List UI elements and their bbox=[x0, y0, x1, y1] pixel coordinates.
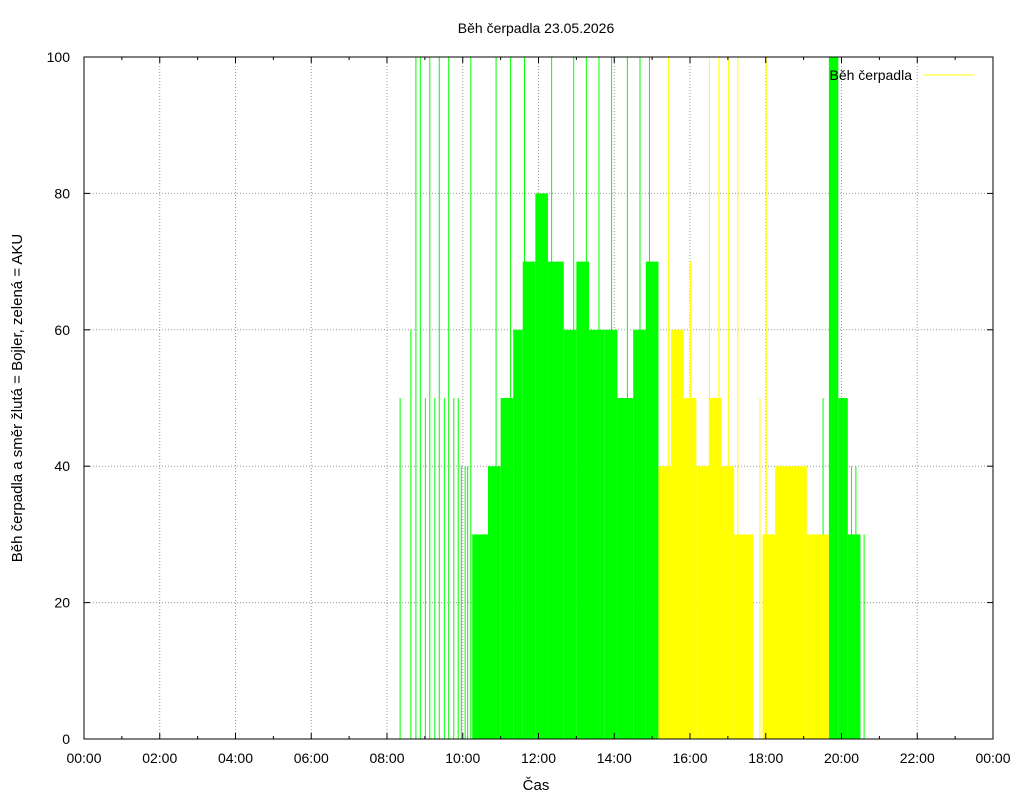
data-bars bbox=[399, 57, 865, 739]
bar-bojler bbox=[658, 466, 672, 739]
bar-aku bbox=[547, 261, 564, 739]
bar-aku bbox=[589, 329, 605, 739]
bar-aku bbox=[513, 329, 523, 739]
bar-aku bbox=[535, 193, 548, 739]
bar-aku bbox=[828, 57, 839, 739]
bar-aku bbox=[563, 329, 577, 739]
bar-aku bbox=[522, 261, 536, 739]
y-tick-label: 20 bbox=[54, 595, 70, 611]
x-axis-label: Čas bbox=[523, 777, 550, 794]
x-tick-label: 12:00 bbox=[521, 750, 556, 766]
bar-aku bbox=[645, 261, 659, 739]
y-axis-label: Běh čerpadla a směr žlutá = Bojler, zele… bbox=[9, 234, 26, 563]
y-tick-label: 0 bbox=[62, 731, 70, 747]
y-tick-label: 100 bbox=[47, 49, 71, 65]
bar-bojler bbox=[775, 466, 807, 739]
y-tick-label: 40 bbox=[54, 458, 70, 474]
bar-bojler bbox=[734, 534, 754, 739]
x-tick-label: 10:00 bbox=[445, 750, 480, 766]
x-tick-label: 04:00 bbox=[218, 750, 253, 766]
y-tick-labels: 0 20 40 60 80 100 bbox=[47, 49, 71, 747]
x-tick-label: 00:00 bbox=[975, 750, 1010, 766]
legend-label: Běh čerpadla bbox=[829, 67, 912, 83]
bar-aku bbox=[500, 398, 514, 739]
bar-aku bbox=[472, 534, 488, 739]
x-tick-label: 20:00 bbox=[824, 750, 859, 766]
bar-aku bbox=[488, 466, 501, 739]
bar-bojler bbox=[806, 534, 829, 739]
bar-bojler bbox=[762, 534, 776, 739]
bar-aku bbox=[617, 398, 634, 739]
bar-aku bbox=[576, 261, 589, 739]
x-tick-labels: 00:00 02:00 04:00 06:00 08:00 10:00 12:00 14:00… bbox=[66, 750, 1010, 766]
bar-bojler bbox=[671, 329, 684, 739]
x-tick-label: 16:00 bbox=[672, 750, 707, 766]
y-tick-label: 60 bbox=[54, 322, 70, 338]
x-tick-label: 14:00 bbox=[597, 750, 632, 766]
bar-aku bbox=[838, 398, 848, 739]
chart-title: Běh čerpadla 23.05.2026 bbox=[458, 20, 615, 36]
x-tick-label: 18:00 bbox=[748, 750, 783, 766]
tick-marks bbox=[83, 56, 994, 740]
legend: Běh čerpadla bbox=[829, 67, 974, 83]
x-tick-label: 00:00 bbox=[66, 750, 101, 766]
bar-bojler bbox=[696, 466, 709, 739]
bar-bojler bbox=[708, 398, 722, 739]
bar-aku bbox=[847, 534, 861, 739]
x-tick-label: 22:00 bbox=[900, 750, 935, 766]
x-tick-label: 02:00 bbox=[142, 750, 177, 766]
x-tick-label: 08:00 bbox=[369, 750, 404, 766]
x-tick-label: 06:00 bbox=[294, 750, 329, 766]
y-tick-label: 80 bbox=[54, 185, 70, 201]
